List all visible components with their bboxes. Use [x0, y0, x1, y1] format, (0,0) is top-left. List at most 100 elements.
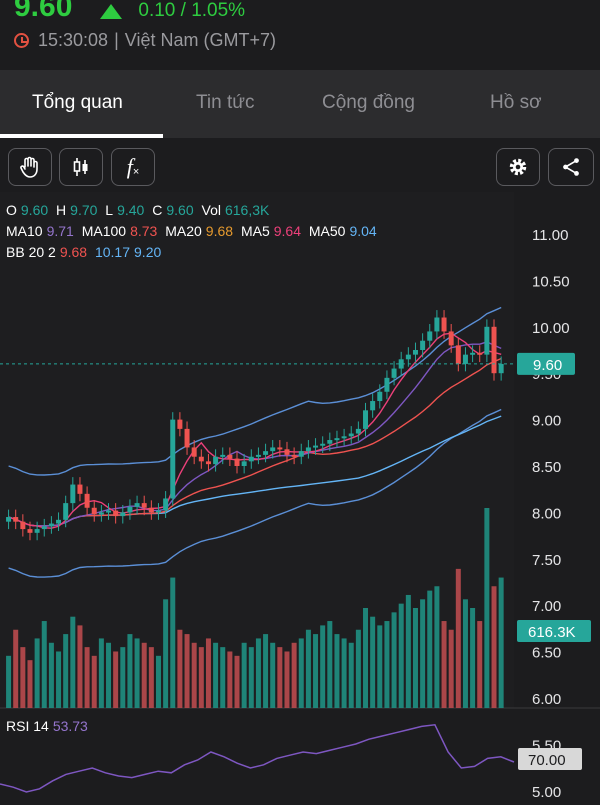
volume-bar	[191, 642, 197, 708]
candle-body	[377, 391, 383, 402]
volume-bar	[491, 586, 497, 708]
candle-body	[420, 340, 426, 350]
share-button[interactable]	[548, 148, 594, 186]
candle-body	[141, 503, 147, 508]
candle-body	[213, 456, 219, 465]
volume-bar	[398, 603, 404, 708]
candle-body	[177, 419, 183, 429]
tab-profile[interactable]: Hồ sơ	[490, 92, 542, 113]
volume-bar	[27, 660, 33, 708]
chart-type-button[interactable]	[59, 148, 103, 186]
high-label: H	[56, 202, 67, 218]
function-icon: f	[126, 154, 133, 179]
price-axis-label: 8.50	[532, 459, 561, 476]
volume-bar	[455, 568, 461, 708]
candle-body	[184, 428, 190, 448]
volume-tag-label: 616.3K	[528, 624, 576, 641]
ma50-value: 9.04	[349, 223, 377, 239]
volume-bar	[462, 599, 468, 708]
volume-bar	[255, 638, 261, 708]
price-chart[interactable]: 11.0010.5010.009.509.008.508.007.507.006…	[0, 192, 600, 801]
volume-bar	[270, 642, 276, 708]
candle-body	[220, 454, 226, 457]
volume-bar	[355, 629, 361, 708]
volume-bar	[227, 651, 233, 708]
volume-bar	[305, 629, 311, 708]
candle-body	[398, 359, 404, 369]
volume-bar	[441, 621, 447, 708]
volume-bar	[63, 634, 69, 708]
hand-tool-button[interactable]	[8, 148, 52, 186]
volume-bar	[477, 621, 483, 708]
candle-body	[363, 410, 369, 429]
open-label: O	[6, 202, 17, 218]
price-axis-label: 7.00	[532, 598, 561, 615]
candle-body	[455, 345, 461, 364]
ma5-line	[8, 332, 502, 529]
candle-body	[77, 484, 83, 494]
volume-bar	[163, 599, 169, 708]
candle-body	[491, 326, 497, 374]
candle-body	[155, 510, 161, 513]
candle-body	[355, 428, 361, 434]
close-value: 9.60	[166, 202, 194, 218]
tab-community[interactable]: Cộng đồng	[322, 92, 415, 113]
volume-bar	[155, 655, 161, 708]
bb-upper-line	[8, 306, 502, 476]
candle-body	[27, 529, 33, 533]
up-arrow-icon	[100, 3, 123, 19]
volume-bar	[34, 638, 40, 708]
settings-button[interactable]	[496, 148, 540, 186]
price-axis-label: 7.50	[532, 552, 561, 569]
candle-body	[113, 510, 119, 517]
candle-body	[470, 352, 476, 355]
volume-bar	[148, 647, 154, 708]
rsi-value: 53.73	[52, 718, 88, 734]
candle-body	[313, 445, 319, 448]
candle-body	[477, 352, 483, 355]
close-label: C	[152, 202, 163, 218]
ma10-label: MA10	[6, 223, 43, 239]
volume-bar	[48, 642, 54, 708]
candle-body	[13, 517, 19, 522]
ma5-value: 9.64	[273, 223, 301, 239]
candle-body	[448, 331, 454, 346]
candle-body	[434, 317, 440, 332]
rsi-line	[0, 723, 515, 793]
volume-bar	[198, 647, 204, 708]
volume-bar	[234, 655, 240, 708]
timezone: Việt Nam (GMT+7)	[124, 30, 276, 50]
volume-bar	[348, 642, 354, 708]
quote-header: 9.60 0.10 / 1.05% 15:30:08 | Việt Nam (G…	[0, 0, 600, 70]
high-value: 9.70	[70, 202, 98, 218]
tab-overview[interactable]: Tổng quan	[32, 92, 123, 113]
bb-mid-value: 9.68	[59, 244, 88, 260]
volume-bar	[41, 621, 47, 708]
share-icon	[563, 158, 579, 176]
candle-body	[498, 363, 504, 374]
volume-bar	[370, 616, 376, 708]
candle-body	[255, 454, 261, 457]
rsi-panel-background	[0, 708, 514, 800]
volume-bar	[91, 655, 97, 708]
ma5-label: MA5	[240, 223, 270, 239]
candle-body	[334, 438, 340, 441]
ma-legend: MA10 9.71 MA100 8.73 MA20 9.68 MA5 9.64 MA50…	[6, 223, 381, 239]
candle-body	[270, 447, 276, 452]
ma100-label: MA100	[81, 223, 127, 239]
clock-icon	[14, 33, 29, 48]
rsi-upper-tag	[518, 748, 582, 770]
volume-bar	[127, 634, 133, 708]
price-axis-label: 5.00	[532, 784, 561, 800]
volume-bar	[420, 599, 426, 708]
chart-toolbar: f ×	[0, 138, 600, 192]
tab-news[interactable]: Tin tức	[196, 92, 255, 113]
rsi-label: RSI 14	[6, 718, 49, 734]
ma50-label: MA50	[308, 223, 346, 239]
current-price-tag-label: 9.60	[533, 357, 562, 374]
chart-canvas[interactable]: 11.0010.5010.009.509.008.508.007.507.006…	[0, 192, 600, 801]
volume-bar	[106, 642, 112, 708]
volume-bar	[470, 608, 476, 708]
candle-body	[370, 401, 376, 411]
indicators-button[interactable]: f ×	[111, 148, 155, 186]
